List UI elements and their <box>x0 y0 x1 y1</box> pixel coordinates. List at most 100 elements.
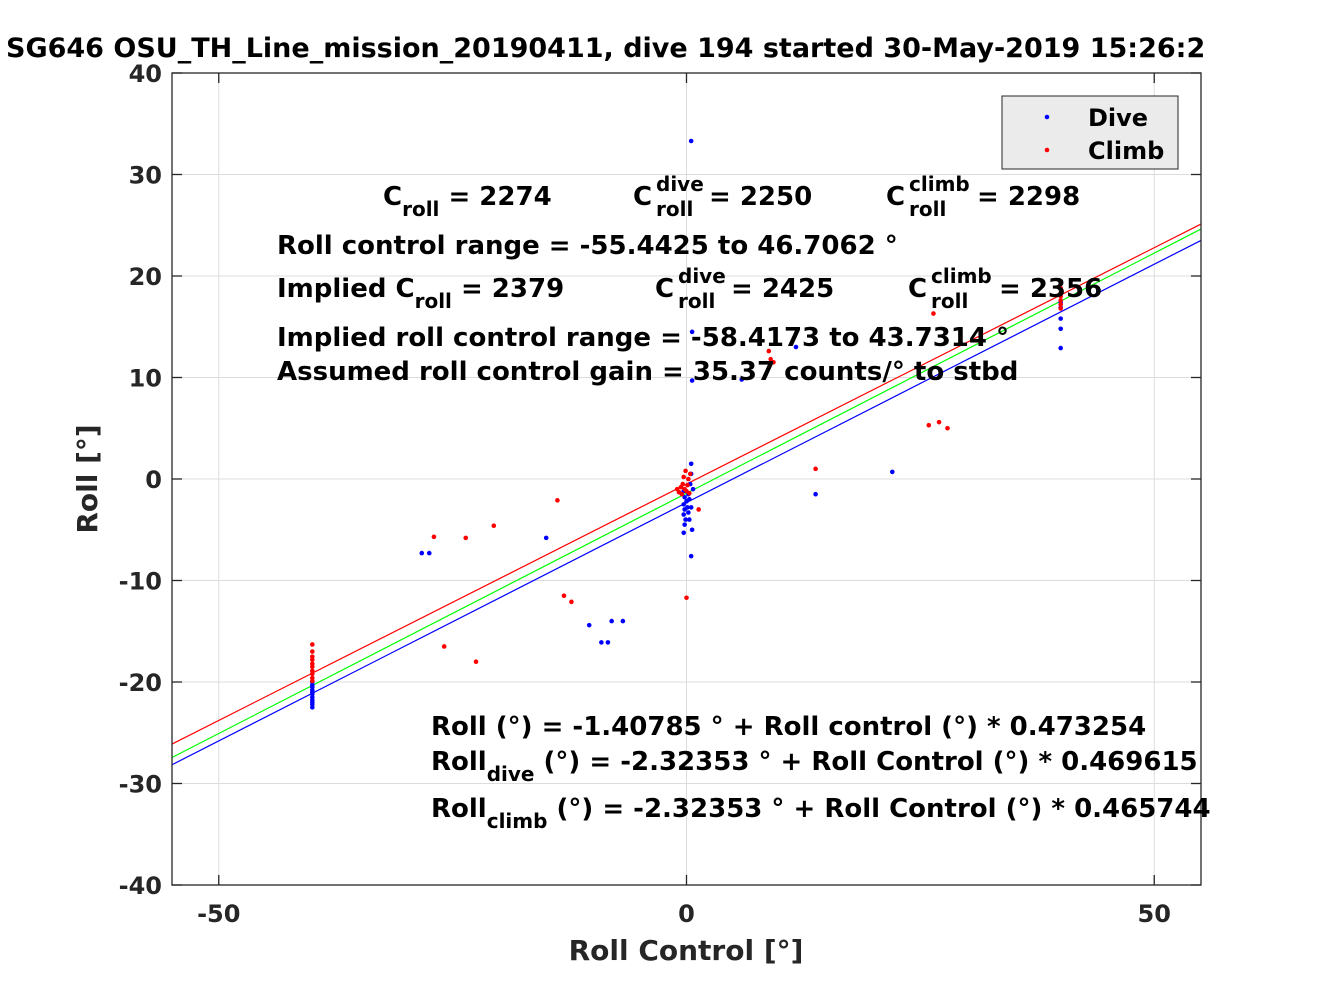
climb-point <box>945 425 950 431</box>
y-tick-label: -40 <box>119 872 162 900</box>
implied-c-dive-value: = 2425 <box>731 274 834 304</box>
dive-point <box>682 494 687 500</box>
climb-point <box>310 678 315 684</box>
x-axis-label: Roll Control [°] <box>569 934 804 967</box>
climb-point <box>813 466 818 472</box>
climb-point <box>680 481 686 487</box>
c-roll-climb-sup: climb <box>909 172 970 196</box>
y-tick-label: 30 <box>129 162 162 190</box>
chart-title: SG646 OSU_TH_Line_mission_20190411, dive… <box>6 33 1205 64</box>
climb-point <box>441 644 447 649</box>
climb-point <box>1058 298 1063 303</box>
dive-point <box>689 527 695 533</box>
climb-point <box>491 523 497 528</box>
data-points <box>310 138 1063 710</box>
dive-point <box>609 618 614 624</box>
climb-point <box>926 422 932 428</box>
climb-point <box>768 356 773 362</box>
implied-c-climb-sub: roll <box>931 289 968 313</box>
fit-equation-climb: Rollclimb (°) = -2.32353 ° + Roll Contro… <box>431 794 1211 833</box>
dive-point <box>890 469 895 475</box>
implied-range-annotation: Implied roll control range = -58.4173 to… <box>277 323 1009 353</box>
dive-point <box>686 510 691 515</box>
axis-ticks: -50 0 50 -40 -30 -20 -10 0 10 20 30 40 <box>119 60 1201 928</box>
dive-point <box>1058 316 1063 321</box>
climb-point <box>685 482 690 488</box>
dive-point <box>310 702 315 707</box>
x-tick-label: 0 <box>678 900 695 928</box>
y-tick-label: -10 <box>119 568 162 596</box>
climb-point <box>679 491 685 497</box>
dive-point <box>543 535 549 541</box>
dive-point <box>605 640 611 645</box>
implied-c-climb-value: = 2356 <box>999 274 1102 304</box>
dive-point <box>687 517 692 522</box>
dive-point <box>620 618 626 624</box>
implied-c-roll-annotation: Implied Croll = 2379 <box>277 274 564 313</box>
c-roll-dive-sup: dive <box>656 172 704 196</box>
dive-point <box>688 138 694 144</box>
dive-point <box>310 682 315 688</box>
legend-marker-dive <box>1044 114 1050 120</box>
climb-point <box>431 534 437 540</box>
implied-c-dive-sub: roll <box>678 289 715 313</box>
c-roll-dive-value: = 2250 <box>709 182 812 212</box>
climb-point <box>681 474 686 480</box>
dive-point <box>426 550 432 556</box>
climb-point <box>683 468 688 474</box>
x-tick-label: -50 <box>197 900 240 928</box>
dive-point <box>1058 326 1063 332</box>
fit-equation-overall: Roll (°) = -1.40785 ° + Roll control (°)… <box>431 712 1146 742</box>
dive-point <box>1058 345 1063 351</box>
dive-point <box>681 502 686 507</box>
climb-point <box>1058 285 1063 291</box>
climb-point <box>687 471 693 477</box>
legend-label-climb: Climb <box>1088 137 1164 165</box>
climb-point <box>310 642 315 647</box>
dive-point <box>688 505 694 510</box>
y-tick-label: -20 <box>119 669 162 697</box>
climb-point <box>1058 306 1063 311</box>
dive-point <box>689 329 695 335</box>
dive-point <box>310 687 315 693</box>
c-roll-annotation: Croll = 2274 <box>383 182 552 221</box>
climb-point <box>687 490 692 496</box>
climb-point <box>473 659 479 664</box>
climb-point <box>684 595 689 601</box>
dive-point <box>689 378 695 383</box>
c-roll-climb-value: = 2298 <box>977 182 1080 212</box>
y-tick-label: -30 <box>119 771 162 799</box>
gain-annotation: Assumed roll control gain = 35.37 counts… <box>277 357 1018 387</box>
dive-point <box>599 640 604 645</box>
dive-point <box>687 497 692 502</box>
climb-point <box>766 348 772 354</box>
dive-point <box>739 377 744 382</box>
c-roll-climb-sub: roll <box>909 197 946 221</box>
climb-point <box>310 664 315 670</box>
dive-point <box>813 491 818 497</box>
climb-point <box>310 654 315 659</box>
climb-point <box>310 671 315 677</box>
y-tick-label: 40 <box>129 60 162 88</box>
y-tick-label: 0 <box>145 466 162 494</box>
climb-point <box>561 593 567 599</box>
legend-box <box>1001 95 1179 170</box>
climb-point <box>555 498 560 503</box>
y-tick-label: 20 <box>129 263 162 291</box>
roll-control-range-annotation: Roll control range = -55.4425 to 46.7062… <box>277 231 898 261</box>
c-roll-dive-sub: roll <box>656 197 693 221</box>
y-tick-label: 10 <box>129 365 162 393</box>
climb-point <box>310 649 315 654</box>
x-tick-label: 50 <box>1138 900 1171 928</box>
dive-point <box>681 530 686 536</box>
climb-point <box>1058 302 1063 307</box>
c-roll-dive-annotation: C <box>633 182 652 212</box>
dive-point <box>690 486 696 492</box>
dive-point <box>688 461 694 467</box>
dive-point <box>310 697 315 703</box>
climb-point <box>931 311 936 316</box>
implied-c-climb-annotation: C <box>908 274 927 304</box>
dive-point <box>419 550 425 556</box>
dive-point <box>688 553 694 559</box>
